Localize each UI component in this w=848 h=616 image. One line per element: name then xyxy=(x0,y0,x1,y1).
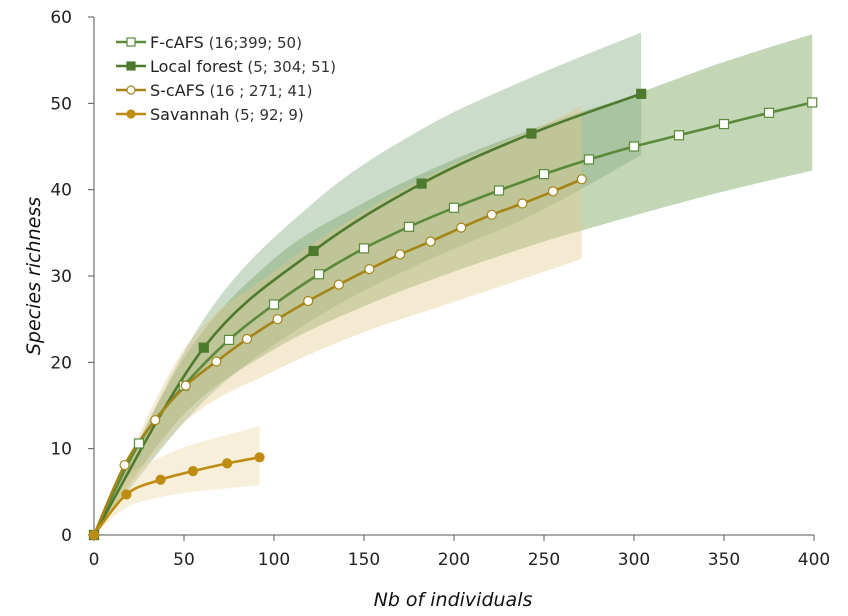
s-cafs-point xyxy=(486,209,497,220)
y-tick-label: 0 xyxy=(61,526,72,546)
f-cafs-point xyxy=(493,185,505,196)
f-cafs-confidence-band xyxy=(94,34,813,536)
f-cafs-point xyxy=(807,97,818,108)
s-cafs-point xyxy=(333,279,344,290)
x-tick-label: 350 xyxy=(708,550,740,570)
s-cafs-point xyxy=(547,186,559,197)
legend-s-cafs-swatch-marker xyxy=(126,85,136,95)
savannah-confidence-band xyxy=(94,426,260,535)
local-forest-point xyxy=(198,342,209,353)
y-tick-label: 20 xyxy=(50,353,72,373)
savannah-point xyxy=(222,458,233,469)
legend-savannah-swatch-marker xyxy=(126,109,136,119)
s-cafs-point xyxy=(364,263,375,275)
legend-f-cafs-swatch-marker xyxy=(126,37,136,47)
series-markers xyxy=(88,88,818,541)
s-cafs-point xyxy=(150,415,161,426)
y-tick-label: 10 xyxy=(50,440,72,460)
s-cafs-point xyxy=(456,222,467,233)
legend-f-cafs-label: F-cAFS (16;399; 50) xyxy=(150,33,302,52)
y-tick-label: 40 xyxy=(50,181,72,201)
x-tick-label: 50 xyxy=(173,550,195,570)
s-cafs-point xyxy=(517,198,528,209)
f-cafs-point xyxy=(538,169,550,180)
x-tick-label: 100 xyxy=(258,550,290,570)
local-forest-point xyxy=(308,245,319,257)
f-cafs-line xyxy=(92,101,813,536)
s-cafs-point xyxy=(576,174,587,185)
x-axis-title: Nb of individuals xyxy=(374,589,533,611)
confidence-bands xyxy=(94,32,813,536)
x-tick-label: 300 xyxy=(618,550,650,570)
legend-local-forest-label: Local forest (5; 304; 51) xyxy=(150,57,336,76)
local-forest-point xyxy=(636,88,647,99)
f-cafs-point xyxy=(223,334,235,345)
savannah-point xyxy=(121,489,132,500)
s-cafs-point xyxy=(272,314,283,325)
f-cafs-point xyxy=(718,118,730,130)
s-cafs-confidence-band xyxy=(94,105,582,535)
y-tick-label: 30 xyxy=(50,267,72,287)
s-cafs-point xyxy=(119,459,130,471)
f-cafs-point xyxy=(358,243,370,254)
savannah-point xyxy=(155,474,166,485)
f-cafs-point xyxy=(313,269,325,280)
x-tick-label: 0 xyxy=(89,550,100,570)
axes: 0 50 100 150 200 250 300 350 400 0 10 20 30 40 50 60 xyxy=(50,8,830,570)
local-forest-confidence-band xyxy=(94,32,642,535)
legend: F-cAFS (16;399; 50) Local forest (5; 304;… xyxy=(116,33,336,124)
savannah-point xyxy=(254,452,265,463)
s-cafs-point xyxy=(425,236,436,247)
local-forest-point xyxy=(416,178,427,189)
x-tick-label: 200 xyxy=(438,550,470,570)
y-axis-title: Species richness xyxy=(23,197,45,355)
s-cafs-point xyxy=(241,333,253,345)
f-cafs-point xyxy=(403,221,415,232)
x-tick-label: 150 xyxy=(348,550,380,570)
f-cafs-point xyxy=(268,299,280,310)
s-cafs-point xyxy=(394,249,406,260)
legend-savannah-label: Savannah (5; 92; 9) xyxy=(150,105,304,124)
s-cafs-point xyxy=(211,356,222,367)
local-forest-point xyxy=(526,128,537,139)
savannah-point xyxy=(187,466,199,477)
f-cafs-point xyxy=(628,141,640,152)
f-cafs-point xyxy=(673,130,685,141)
f-cafs-point xyxy=(583,154,595,165)
legend-s-cafs-label: S-cAFS (16 ; 271; 41) xyxy=(150,81,312,100)
legend-local-forest-swatch-marker xyxy=(126,61,136,71)
y-tick-label: 50 xyxy=(50,94,72,114)
y-tick-label: 60 xyxy=(50,8,72,28)
f-cafs-point xyxy=(448,202,460,213)
f-cafs-point xyxy=(133,438,145,449)
x-tick-label: 400 xyxy=(798,550,830,570)
s-cafs-point xyxy=(303,295,314,307)
s-cafs-point xyxy=(180,380,191,391)
x-tick-label: 250 xyxy=(528,550,560,570)
f-cafs-point xyxy=(763,107,775,118)
savannah-point xyxy=(88,529,100,541)
